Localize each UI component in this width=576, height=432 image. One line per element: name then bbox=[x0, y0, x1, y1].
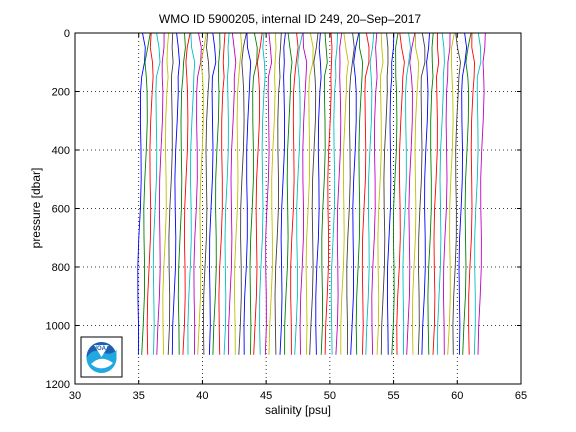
profile-line bbox=[208, 32, 217, 355]
profile-line bbox=[468, 32, 475, 355]
noaa-logo-text: NOAA bbox=[93, 346, 111, 352]
x-tick-label: 65 bbox=[515, 390, 527, 402]
profile-line bbox=[259, 32, 266, 355]
profile-line bbox=[243, 32, 252, 355]
profile-line bbox=[177, 32, 186, 355]
profile-line bbox=[432, 32, 440, 355]
profile-line bbox=[371, 32, 378, 355]
y-tick-label: 400 bbox=[52, 145, 70, 157]
axis-ticks: 30 35 40 45 50 55 60 65 0 200 400 600 800 1000 1200 bbox=[46, 28, 528, 402]
profile-line bbox=[223, 32, 230, 355]
x-tick-label: 50 bbox=[324, 390, 336, 402]
profile-line bbox=[274, 32, 282, 355]
profile-line bbox=[187, 32, 196, 355]
profile-line bbox=[234, 32, 243, 355]
y-tick-label: 0 bbox=[64, 28, 70, 40]
profile-line bbox=[146, 32, 154, 355]
profile-line bbox=[212, 32, 221, 355]
profile-line bbox=[279, 32, 286, 355]
x-tick-label: 60 bbox=[451, 390, 463, 402]
profile-line bbox=[309, 32, 319, 355]
profile-line bbox=[227, 32, 237, 355]
profile-line bbox=[365, 32, 375, 355]
y-tick-label: 1000 bbox=[46, 321, 70, 333]
profile-line bbox=[294, 32, 304, 355]
profile-line bbox=[376, 32, 384, 355]
x-tick-label: 55 bbox=[387, 390, 399, 402]
profile-line bbox=[458, 32, 468, 355]
profile-line bbox=[182, 32, 191, 355]
profile-line bbox=[350, 32, 360, 355]
chart-title: WMO ID 5900205, internal ID 249, 20–Sep–… bbox=[159, 12, 421, 26]
profile-line bbox=[462, 32, 472, 355]
profile-line bbox=[197, 32, 207, 355]
plot-area bbox=[75, 33, 521, 384]
profile-line bbox=[268, 32, 277, 355]
x-tick-label: 30 bbox=[69, 390, 81, 402]
x-tick-label: 45 bbox=[260, 390, 272, 402]
profile-line bbox=[335, 32, 343, 355]
profile-line bbox=[253, 32, 263, 355]
profile-line bbox=[340, 32, 349, 355]
x-axis-label: salinity [psu] bbox=[265, 403, 331, 417]
profile-line bbox=[417, 32, 426, 355]
profile-line bbox=[141, 32, 151, 355]
profile-line bbox=[264, 32, 273, 355]
y-axis-label: pressure [dbar] bbox=[29, 168, 43, 249]
profile-line bbox=[156, 32, 165, 355]
profile-line bbox=[447, 32, 455, 355]
profile-line bbox=[402, 32, 411, 355]
profile-line bbox=[411, 32, 420, 355]
profile-line bbox=[238, 32, 247, 355]
profile-line bbox=[473, 32, 482, 355]
y-tick-label: 1200 bbox=[46, 379, 70, 391]
profile-line bbox=[249, 32, 258, 355]
profile-lines bbox=[137, 32, 486, 355]
profile-line bbox=[361, 32, 370, 355]
profile-line bbox=[152, 32, 161, 355]
profile-line bbox=[330, 32, 339, 355]
y-tick-label: 800 bbox=[52, 262, 70, 274]
profile-line bbox=[320, 32, 328, 355]
profile-line bbox=[406, 32, 416, 355]
profile-line bbox=[443, 32, 451, 355]
profile-line bbox=[477, 32, 486, 355]
profile-line bbox=[218, 32, 226, 355]
profile-line bbox=[427, 32, 434, 355]
profile-line bbox=[346, 32, 355, 355]
profile-line bbox=[380, 32, 389, 355]
profile-line bbox=[137, 32, 146, 355]
profile-line bbox=[315, 32, 322, 355]
noaa-logo: NOAA bbox=[80, 336, 123, 378]
x-tick-label: 35 bbox=[133, 390, 145, 402]
profile-line bbox=[421, 32, 430, 355]
profile-line bbox=[452, 32, 461, 355]
y-tick-label: 600 bbox=[52, 204, 70, 216]
profile-line bbox=[386, 32, 395, 355]
profile-line bbox=[324, 32, 333, 355]
x-tick-label: 40 bbox=[196, 390, 208, 402]
profile-line bbox=[305, 32, 314, 355]
profile-line bbox=[290, 32, 299, 355]
profile-line bbox=[299, 32, 308, 355]
profile-line bbox=[162, 32, 170, 355]
profile-line bbox=[284, 32, 293, 355]
profile-line bbox=[193, 32, 202, 355]
profile-line bbox=[391, 32, 399, 355]
profile-line bbox=[355, 32, 364, 355]
profile-line bbox=[167, 32, 174, 355]
profile-line bbox=[171, 32, 180, 355]
profile-line bbox=[202, 32, 210, 355]
y-tick-label: 200 bbox=[52, 87, 70, 99]
profile-line bbox=[396, 32, 405, 355]
profile-line bbox=[436, 32, 445, 355]
